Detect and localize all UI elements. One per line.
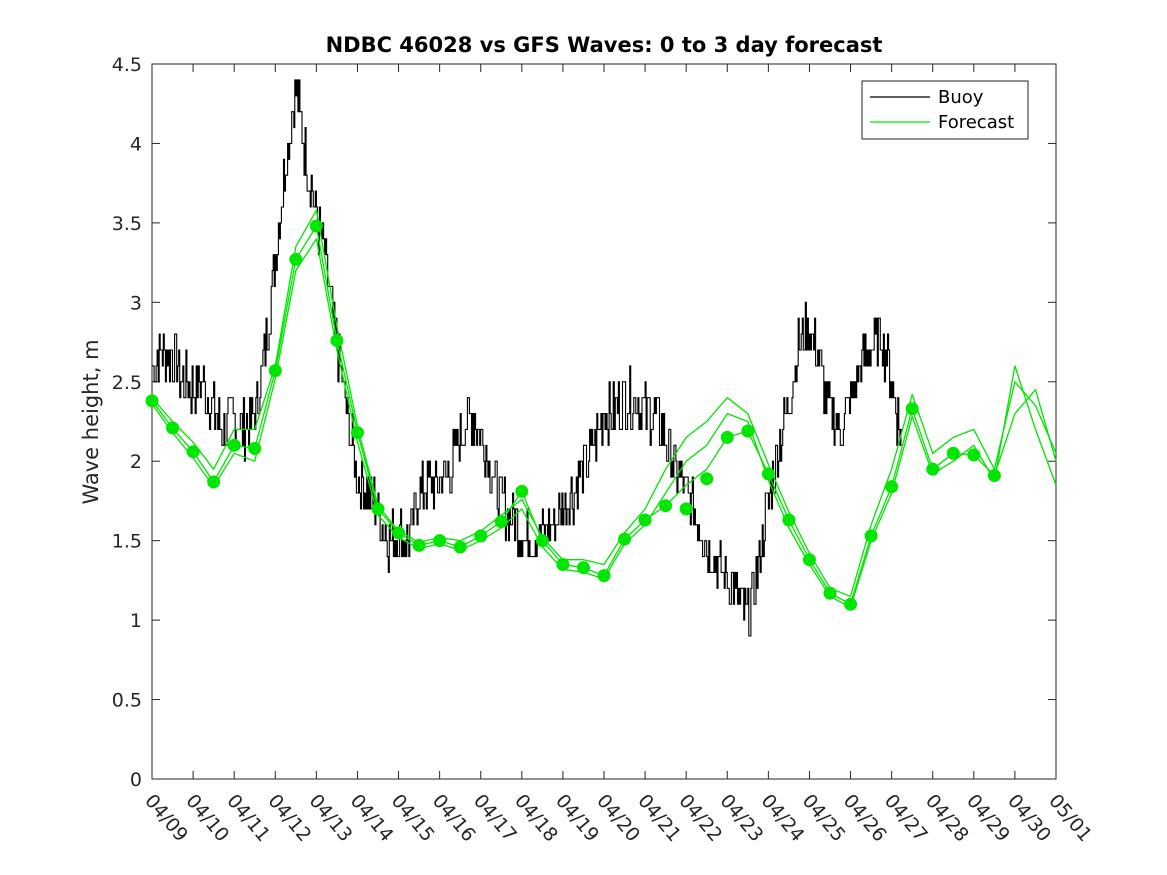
forecast-point xyxy=(227,438,241,452)
forecast-point xyxy=(946,446,960,460)
y-tick-label: 0 xyxy=(130,769,142,791)
legend-buoy-label: Buoy xyxy=(938,87,984,108)
y-tick-label: 4 xyxy=(130,133,142,155)
forecast-point xyxy=(885,480,899,494)
forecast-point xyxy=(987,469,1001,483)
y-tick-label: 3.5 xyxy=(112,213,142,235)
forecast-point xyxy=(720,430,734,444)
forecast-point xyxy=(433,534,447,548)
forecast-point xyxy=(618,532,632,546)
forecast-point xyxy=(638,513,652,527)
forecast-point xyxy=(371,502,385,516)
forecast-point xyxy=(802,553,816,567)
forecast-point xyxy=(844,597,858,611)
forecast-point xyxy=(864,529,878,543)
y-axis-label: Wave height, m xyxy=(79,339,103,504)
forecast-point xyxy=(700,472,714,486)
forecast-point xyxy=(535,534,549,548)
forecast-point xyxy=(474,529,488,543)
forecast-point xyxy=(659,499,673,513)
forecast-point xyxy=(494,515,508,529)
y-tick-label: 1 xyxy=(130,610,142,632)
forecast-point xyxy=(597,569,611,583)
plot-area: 00.511.522.533.544.504/0904/1004/1104/12… xyxy=(112,54,1096,846)
forecast-point xyxy=(186,445,200,459)
forecast-point xyxy=(905,402,919,416)
y-tick-label: 0.5 xyxy=(112,690,142,712)
y-tick-label: 3 xyxy=(130,292,142,314)
forecast-point xyxy=(576,561,590,575)
forecast-point xyxy=(350,426,364,440)
forecast-point xyxy=(926,462,940,476)
forecast-point xyxy=(166,421,180,435)
y-tick-label: 4.5 xyxy=(112,54,142,76)
forecast-point xyxy=(761,467,775,481)
forecast-point xyxy=(309,219,323,233)
forecast-point xyxy=(556,558,570,571)
forecast-point xyxy=(823,586,837,600)
y-tick-label: 2 xyxy=(130,451,142,473)
legend-forecast-label: Forecast xyxy=(938,112,1014,133)
forecast-run-line xyxy=(151,209,1057,597)
forecast-point xyxy=(515,484,529,498)
buoy-series-line xyxy=(152,79,902,637)
forecast-point xyxy=(248,442,262,456)
legend: Buoy Forecast xyxy=(861,80,1029,140)
forecast-point xyxy=(330,333,344,347)
chart-title: NDBC 46028 vs GFS Waves: 0 to 3 day fore… xyxy=(326,33,883,57)
forecast-point xyxy=(268,364,282,378)
forecast-point xyxy=(412,538,426,552)
y-tick-label: 1.5 xyxy=(112,531,142,553)
legend-box xyxy=(861,80,1029,140)
y-tick-label: 2.5 xyxy=(112,372,142,394)
forecast-point xyxy=(145,394,159,408)
forecast-point xyxy=(207,475,221,489)
forecast-point xyxy=(741,424,755,438)
forecast-point xyxy=(392,526,406,540)
forecast-point xyxy=(289,252,303,266)
forecast-point xyxy=(782,513,796,527)
forecast-point xyxy=(679,502,693,516)
forecast-point xyxy=(453,540,467,554)
forecast-point xyxy=(967,448,981,462)
